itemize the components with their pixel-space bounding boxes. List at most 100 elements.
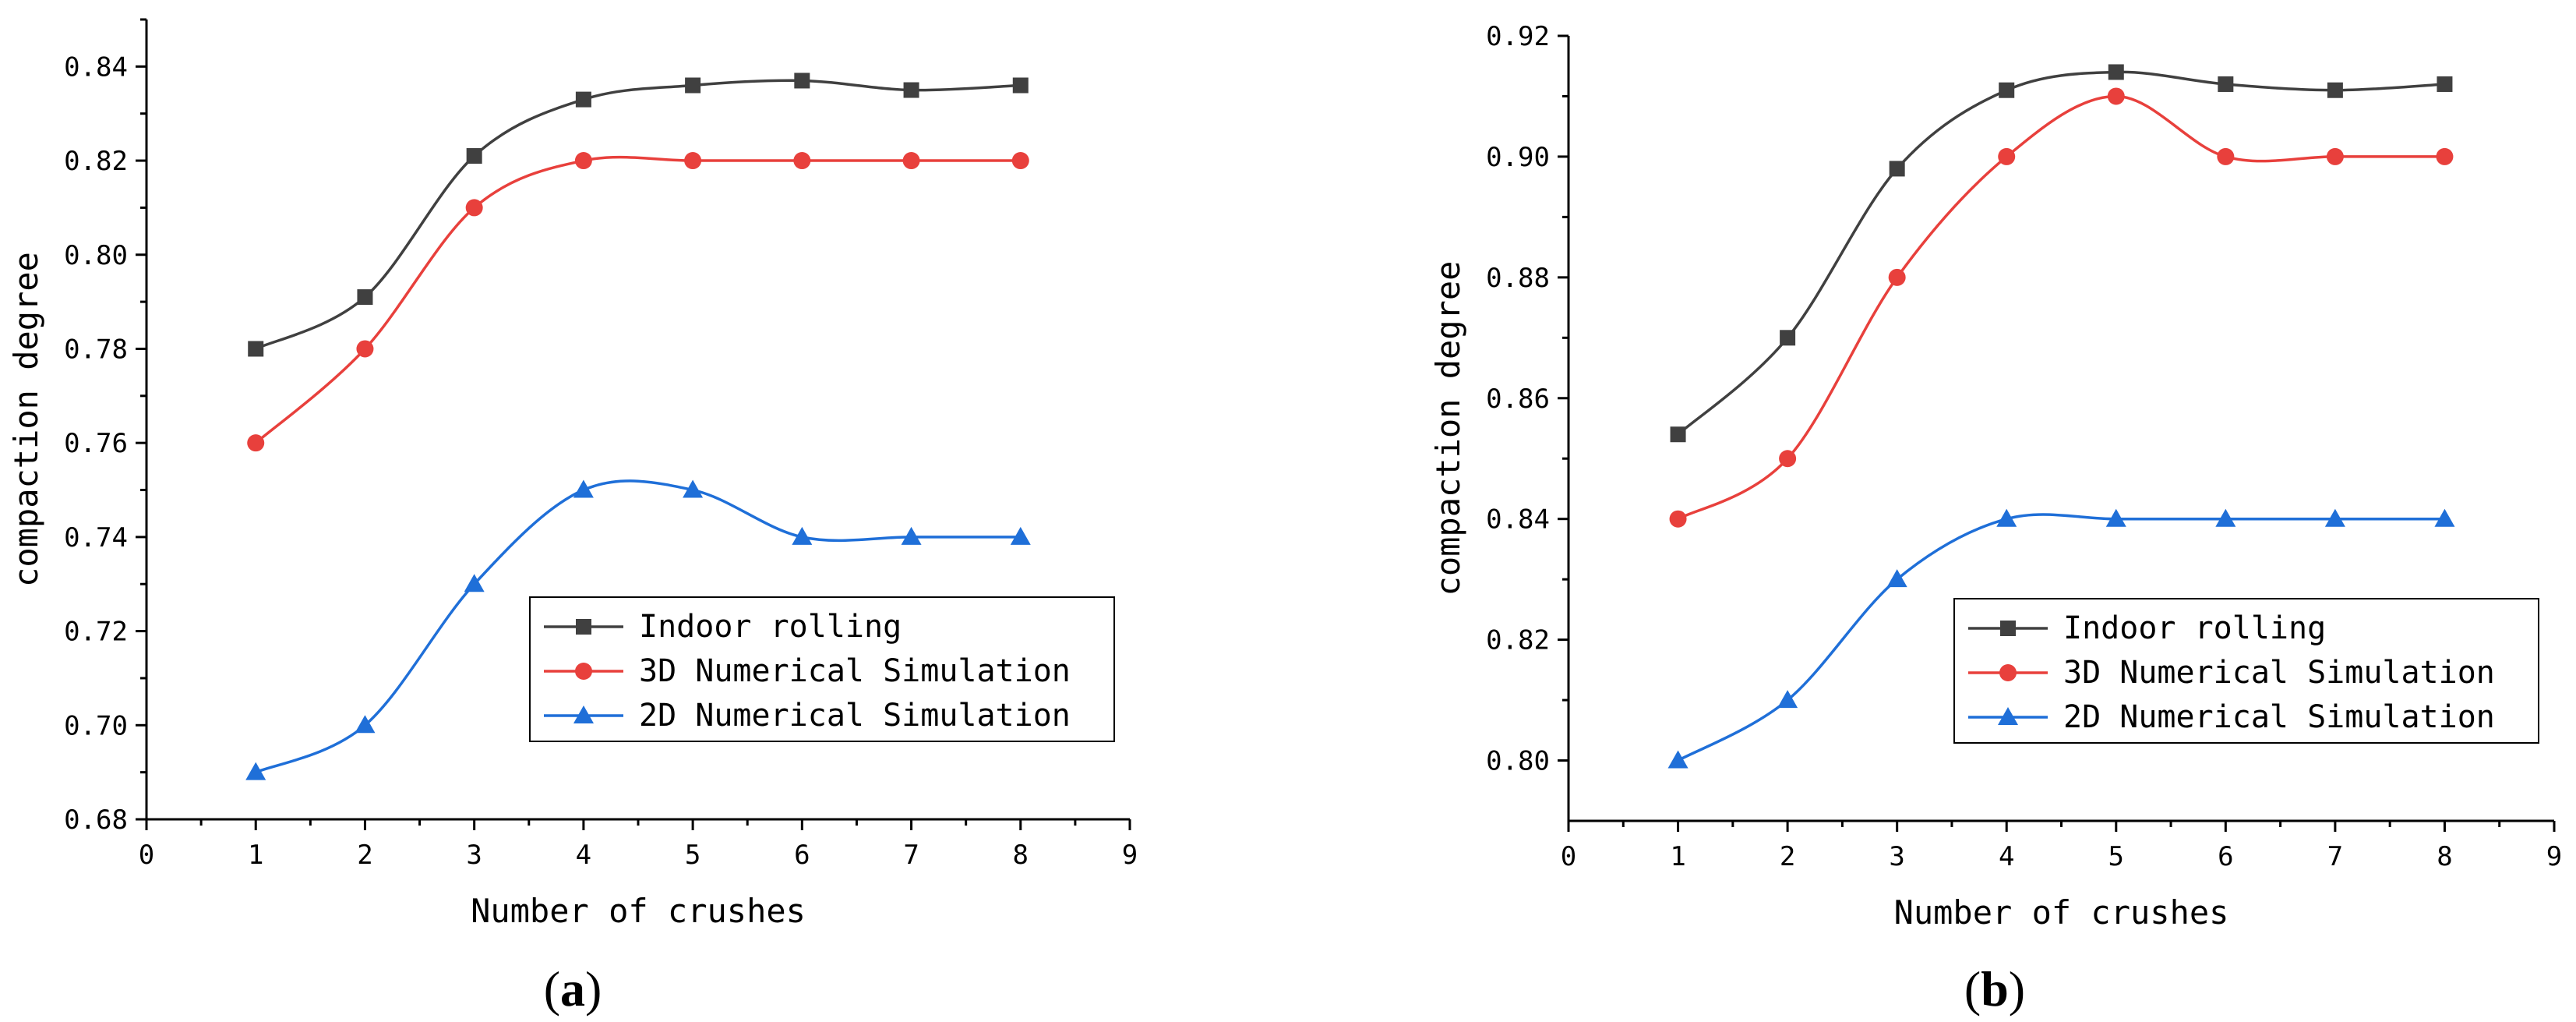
data-point <box>1777 690 1798 709</box>
y-tick-label: 0.74 <box>64 522 128 553</box>
legend-box <box>529 596 1115 742</box>
legend-label: 3D Numerical Simulation <box>2063 655 2495 691</box>
data-point <box>1779 450 1797 468</box>
data-point <box>2215 508 2236 527</box>
x-tick-label: 0 <box>1561 841 1576 872</box>
legend-label: 2D Numerical Simulation <box>639 698 1071 734</box>
series-line <box>1677 70 2445 436</box>
data-point <box>2437 76 2453 92</box>
x-tick-label: 8 <box>1013 840 1029 871</box>
chart-panel-b: 0 1 2 3 4 5 6 7 8 9 0.80 0.82 0.84 0.86 0.88 0.90 0.92 Nu… <box>1429 21 2562 1017</box>
data-point <box>248 341 264 357</box>
legend-label: Indoor rolling <box>639 609 902 645</box>
series-line <box>255 479 1021 774</box>
legend-marker <box>573 705 594 723</box>
legend-box <box>1953 598 2539 744</box>
legend-marker <box>575 663 592 680</box>
legend-marker <box>576 619 591 635</box>
data-point <box>356 340 374 358</box>
x-tick-label: 9 <box>2546 841 2562 872</box>
data-point <box>466 148 482 164</box>
x-tick-label: 9 <box>1122 840 1138 871</box>
legend: Indoor rolling 3D Numerical Simulation 2D … <box>1953 598 2539 744</box>
series-line <box>1677 513 2445 762</box>
data-point <box>684 152 702 170</box>
y-axis-title: compaction degree <box>7 252 45 587</box>
legend-marker <box>1998 707 2018 725</box>
x-tick-label: 5 <box>2108 841 2124 872</box>
data-point <box>2105 508 2126 527</box>
data-point <box>1012 77 1029 94</box>
panel-label: (b) <box>1964 961 2025 1017</box>
legend-label: 2D Numerical Simulation <box>2063 699 2495 735</box>
x-tick-label: 1 <box>1670 841 1685 872</box>
y-tick-label: 0.78 <box>64 334 128 365</box>
series-0 <box>1670 64 2453 443</box>
data-point <box>574 152 592 170</box>
x-axis-title: Number of crushes <box>471 892 806 930</box>
x-tick-label: 1 <box>248 840 263 871</box>
x-tick-label: 2 <box>1780 841 1795 872</box>
data-point <box>1670 426 1686 443</box>
y-tick-label: 0.76 <box>64 428 128 459</box>
data-point <box>357 289 373 306</box>
data-point <box>1888 268 1906 286</box>
y-tick-label: 0.70 <box>64 710 128 741</box>
y-tick-label: 0.82 <box>1486 625 1550 656</box>
series-line <box>1677 94 2445 521</box>
series-2 <box>1667 508 2455 769</box>
x-tick-label: 8 <box>2437 841 2452 872</box>
y-tick-label: 0.86 <box>1486 384 1550 415</box>
data-point <box>1780 330 1796 346</box>
legend-label: Indoor rolling <box>2063 610 2326 646</box>
data-point <box>902 152 920 170</box>
data-point <box>1667 750 1689 769</box>
data-point <box>2436 147 2454 165</box>
y-tick-label: 0.72 <box>64 617 128 648</box>
data-point <box>355 715 376 734</box>
data-point <box>2434 508 2455 527</box>
x-tick-label: 3 <box>1889 841 1904 872</box>
data-point <box>2218 76 2234 92</box>
chart-panel-a: 0 1 2 3 4 5 6 7 8 9 0.68 0.70 0.72 0.74 0.76 0.78 0.80 0.… <box>7 18 1138 1017</box>
series-1 <box>1669 87 2454 528</box>
x-tick-label: 6 <box>794 840 810 871</box>
data-point <box>2324 508 2345 527</box>
y-tick-label: 0.82 <box>64 146 128 177</box>
data-point <box>2327 82 2343 98</box>
legend-marker <box>2000 621 2016 636</box>
y-tick-label: 0.92 <box>1486 21 1550 52</box>
data-point <box>685 77 701 94</box>
panel-label: (a) <box>544 961 602 1017</box>
data-point <box>794 72 810 89</box>
y-tick-label: 0.84 <box>1486 504 1550 536</box>
x-tick-label: 3 <box>466 840 482 871</box>
y-tick-label: 0.84 <box>64 51 128 83</box>
y-tick-label: 0.88 <box>1486 263 1550 294</box>
data-point <box>792 526 813 545</box>
data-point <box>575 91 591 108</box>
data-point <box>464 574 485 592</box>
series-line <box>255 79 1021 351</box>
series-2 <box>245 479 1031 780</box>
series-1 <box>247 152 1029 452</box>
data-point <box>2108 64 2124 80</box>
data-point <box>573 479 594 498</box>
y-axis-title: compaction degree <box>1429 261 1467 596</box>
y-tick-label: 0.80 <box>1486 746 1550 777</box>
data-point <box>465 199 483 217</box>
data-point <box>247 434 265 452</box>
data-point <box>683 479 704 498</box>
x-tick-label: 7 <box>2327 841 2343 872</box>
series-0 <box>248 72 1029 357</box>
data-point <box>1010 526 1031 545</box>
x-tick-label: 6 <box>2218 841 2233 872</box>
data-point <box>1999 82 2015 98</box>
data-point <box>793 152 811 170</box>
x-tick-label: 5 <box>685 840 700 871</box>
x-tick-label: 4 <box>576 840 591 871</box>
y-tick-label: 0.90 <box>1486 142 1550 173</box>
x-tick-label: 0 <box>139 840 154 871</box>
data-point <box>2326 147 2344 165</box>
